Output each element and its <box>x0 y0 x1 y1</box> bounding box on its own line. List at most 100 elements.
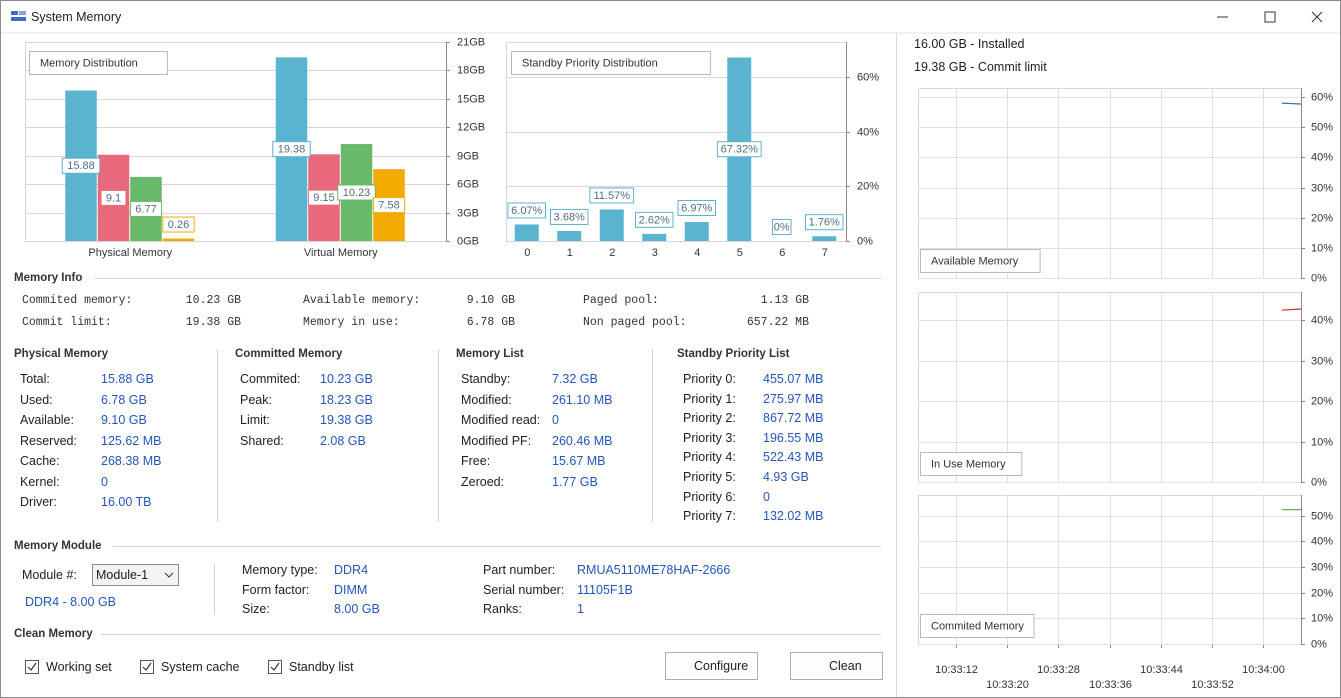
row-value: RMUA5110ME78HAF-2666 <box>577 563 731 577</box>
value-label-box <box>550 208 589 225</box>
row-label: Cache: <box>20 454 60 468</box>
value-label: 9.1 <box>106 192 121 204</box>
y-tick-label: 0% <box>1311 638 1327 650</box>
row-label: Ranks: <box>483 602 522 616</box>
group-title: Standby Priority List <box>677 348 790 360</box>
x-tick-label: 10:33:44 <box>1140 664 1183 676</box>
bar <box>162 238 195 241</box>
row-value: 6.78 GB <box>101 392 147 407</box>
row-value: 0 <box>763 489 770 504</box>
value-label-box <box>129 200 163 217</box>
row-value: 0 <box>101 474 108 489</box>
value-label-box <box>372 197 406 214</box>
value-label-box <box>716 141 762 158</box>
value-label-box <box>507 202 546 219</box>
app-icon <box>11 17 26 21</box>
row-label: Commited: <box>240 372 301 386</box>
row-value: 19.38 GB <box>320 413 373 427</box>
row-value: 268.38 MB <box>101 454 162 468</box>
info-label: Memory in use: <box>303 316 400 329</box>
row-value: DIMM <box>334 582 368 597</box>
value-label: 15.88 <box>67 160 95 172</box>
value-label-box <box>272 141 311 158</box>
value-label-box <box>589 187 635 204</box>
row-label: Standby: <box>461 372 511 386</box>
row-value: 132.02 MB <box>763 509 824 524</box>
row-value: DDR4 <box>334 563 369 577</box>
module-select[interactable] <box>92 564 179 586</box>
value-label: 1.76% <box>809 217 840 229</box>
info-value: 657.22 MB <box>746 316 809 329</box>
row-label: Memory type: <box>242 563 318 577</box>
bar <box>599 209 624 241</box>
checkbox-label: System cache <box>161 660 240 674</box>
row-value: 1.77 GB <box>552 475 598 489</box>
row-value: 455.07 MB <box>763 372 824 386</box>
bar <box>812 236 837 241</box>
value-label: 3.68% <box>554 211 585 223</box>
section-title: Clean Memory <box>14 628 93 640</box>
chart-title: Memory Distribution <box>40 57 138 69</box>
row-label: Size: <box>242 602 270 616</box>
value-label: 19.38 <box>278 144 306 156</box>
value-label: 6.77 <box>135 203 156 215</box>
value-label-box <box>100 189 127 206</box>
info-value: 1.13 GB <box>760 294 809 307</box>
bar <box>557 230 582 241</box>
summary-text: 19.38 GB - Commit limit <box>914 60 1047 74</box>
value-label-box <box>61 157 101 174</box>
value-label-box <box>635 211 674 228</box>
chart-title: Commited Memory <box>931 620 1024 632</box>
bar <box>514 224 539 241</box>
info-label: Non paged pool: <box>583 316 687 329</box>
button[interactable] <box>665 652 758 680</box>
row-value: 10.23 GB <box>320 372 373 386</box>
info-value: 10.23 GB <box>185 294 241 307</box>
y-tick-label: 21GB <box>457 36 485 48</box>
value-label-box <box>162 216 195 233</box>
x-tick-label: 3 <box>652 247 658 259</box>
value-label: 0.26 <box>168 219 189 231</box>
row-value: 1 <box>577 602 584 616</box>
row-value: 4.93 GB <box>763 470 809 484</box>
y-tick-label: 60% <box>857 71 879 83</box>
chart-title-box <box>29 51 168 75</box>
close[interactable] <box>1311 11 1323 23</box>
row-label: Peak: <box>240 392 272 407</box>
row-label: Modified read: <box>461 413 541 428</box>
module-summary: DDR4 - 8.00 GB <box>25 595 117 609</box>
row-label: Kernel: <box>20 474 60 489</box>
row-value: 522.43 MB <box>763 450 824 465</box>
row-label: Free: <box>461 454 491 469</box>
value-label: 2.62% <box>639 214 670 226</box>
y-tick-label: 40% <box>1311 151 1333 163</box>
value-label-box <box>337 184 376 201</box>
info-value: 9.10 GB <box>466 294 515 307</box>
maximize[interactable] <box>1264 11 1276 23</box>
value-label: 6.07% <box>511 205 542 217</box>
button[interactable] <box>790 652 883 680</box>
x-tick-label: 4 <box>694 247 700 259</box>
row-value: 2.08 GB <box>320 433 366 448</box>
y-tick-label: 20% <box>1311 395 1333 407</box>
y-tick-label: 10% <box>1311 612 1333 624</box>
row-label: Reserved: <box>20 433 77 448</box>
x-tick-label: 1 <box>567 247 573 259</box>
info-label: Commit limit: <box>22 316 112 329</box>
row-value: 196.55 MB <box>763 430 824 445</box>
x-tick-label: 5 <box>737 247 743 259</box>
row-value: 18.23 GB <box>320 392 373 407</box>
y-tick-label: 9GB <box>457 150 479 162</box>
select-value: Module-1 <box>96 568 149 582</box>
row-label: Driver: <box>20 495 57 509</box>
row-label: Priority 5: <box>683 470 736 484</box>
info-label: Commited memory: <box>22 294 133 307</box>
row-label: Form factor: <box>242 582 310 597</box>
value-label: 6.97% <box>681 202 712 214</box>
row-label: Part number: <box>483 563 556 577</box>
chart-title: In Use Memory <box>931 458 1006 470</box>
bar <box>684 221 709 241</box>
y-tick-label: 15GB <box>457 93 485 105</box>
summary-text: 16.00 GB - Installed <box>914 37 1025 51</box>
select-label: Module #: <box>22 568 77 582</box>
